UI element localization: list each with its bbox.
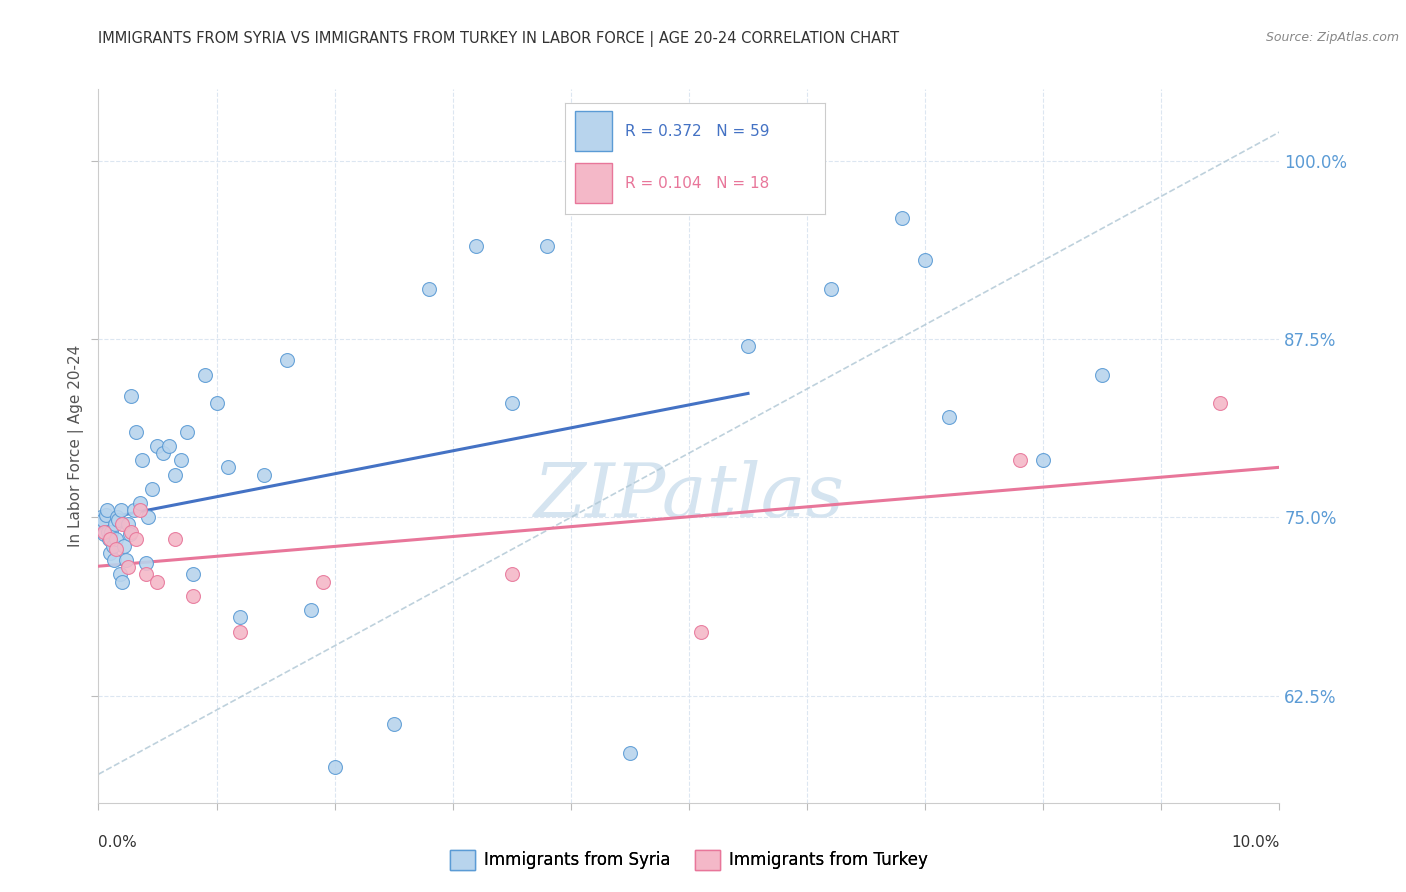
Point: [135, 567, 157, 582]
Point: [112, 539, 135, 553]
Point: [90, 510, 112, 524]
Point: [93, 524, 115, 539]
Point: [135, 556, 157, 570]
Point: [465, 239, 488, 253]
Point: [104, 517, 127, 532]
Point: [536, 239, 558, 253]
Point: [128, 496, 150, 510]
Point: [146, 439, 169, 453]
Point: [165, 467, 187, 482]
Point: [93, 527, 115, 541]
Point: [111, 517, 134, 532]
Point: [91, 517, 114, 532]
Point: [820, 282, 842, 296]
Point: [229, 610, 252, 624]
Point: [737, 339, 759, 353]
Text: 0.0%: 0.0%: [98, 836, 138, 850]
Point: [105, 541, 128, 556]
Point: [98, 532, 121, 546]
Point: [98, 532, 121, 546]
Point: [181, 589, 204, 603]
Point: [122, 503, 145, 517]
Point: [91, 513, 114, 527]
Legend: Immigrants from Syria, Immigrants from Turkey: Immigrants from Syria, Immigrants from T…: [444, 843, 934, 877]
Point: [276, 353, 298, 368]
Point: [194, 368, 217, 382]
Point: [101, 539, 124, 553]
Point: [1209, 396, 1232, 410]
Point: [689, 624, 711, 639]
Point: [1008, 453, 1031, 467]
Point: [103, 553, 125, 567]
Point: [98, 546, 121, 560]
Point: [501, 567, 523, 582]
Point: [131, 453, 153, 467]
Point: [114, 553, 136, 567]
Point: [128, 503, 150, 517]
Point: [105, 532, 128, 546]
Text: Source: ZipAtlas.com: Source: ZipAtlas.com: [1265, 31, 1399, 45]
Text: 10.0%: 10.0%: [1232, 836, 1279, 850]
Point: [136, 510, 159, 524]
Point: [253, 467, 276, 482]
Point: [890, 211, 912, 225]
Point: [170, 453, 193, 467]
Point: [117, 560, 139, 574]
Point: [1032, 453, 1054, 467]
Point: [96, 503, 118, 517]
Point: [146, 574, 169, 589]
Text: ZIPatlas: ZIPatlas: [533, 459, 845, 533]
Point: [105, 510, 128, 524]
Point: [157, 439, 180, 453]
Point: [914, 253, 936, 268]
Point: [121, 524, 143, 539]
Point: [938, 410, 960, 425]
Point: [217, 460, 239, 475]
Point: [176, 425, 198, 439]
Point: [418, 282, 440, 296]
Point: [181, 567, 204, 582]
Point: [111, 574, 134, 589]
Point: [312, 574, 335, 589]
Point: [94, 508, 117, 522]
Point: [382, 717, 405, 731]
Point: [121, 389, 143, 403]
Point: [1091, 368, 1114, 382]
Text: IMMIGRANTS FROM SYRIA VS IMMIGRANTS FROM TURKEY IN LABOR FORCE | AGE 20-24 CORRE: IMMIGRANTS FROM SYRIA VS IMMIGRANTS FROM…: [98, 31, 900, 47]
Point: [619, 746, 641, 760]
Point: [117, 517, 139, 532]
Point: [229, 624, 252, 639]
Point: [110, 503, 132, 517]
Point: [205, 396, 228, 410]
Point: [141, 482, 163, 496]
Point: [323, 760, 346, 774]
Y-axis label: In Labor Force | Age 20-24: In Labor Force | Age 20-24: [67, 345, 83, 547]
Point: [125, 532, 148, 546]
Point: [165, 532, 187, 546]
Point: [299, 603, 322, 617]
Point: [152, 446, 174, 460]
Point: [108, 567, 131, 582]
Point: [97, 524, 120, 539]
Point: [100, 524, 122, 539]
Point: [501, 396, 523, 410]
Point: [107, 513, 129, 527]
Point: [120, 527, 142, 541]
Point: [125, 425, 148, 439]
